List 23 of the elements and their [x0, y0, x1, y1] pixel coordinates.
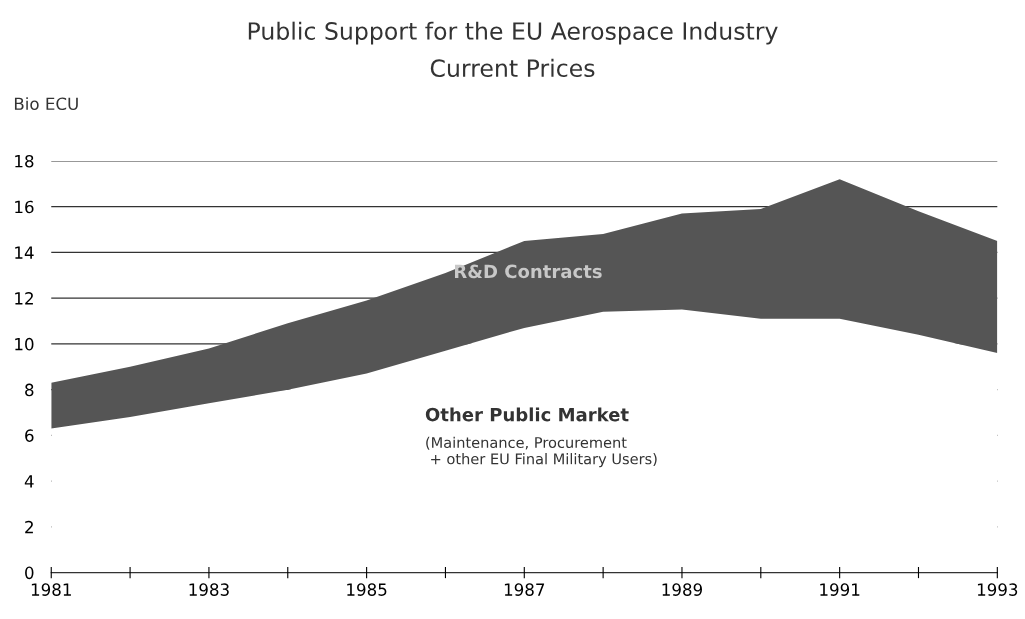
y-tick-label: 16	[15, 200, 34, 214]
x-tick-label: 1989	[662, 583, 702, 596]
x-tick-label: 1987	[504, 583, 545, 596]
series-label: R&D Contracts	[454, 264, 602, 279]
series-label: Other Public Market	[425, 407, 629, 422]
y-axis-title: Bio ECU	[14, 97, 78, 111]
y-tick-label: 0	[25, 566, 34, 580]
x-tick-label: 1985	[347, 583, 387, 596]
y-tick-label: 4	[24, 475, 34, 488]
y-tick-label: 8	[25, 383, 34, 397]
x-tick-label: 1991	[820, 583, 860, 596]
y-tick-label: 14	[15, 246, 34, 259]
y-tick-label: 18	[15, 154, 34, 168]
x-tick-label: 1981	[31, 583, 71, 596]
y-tick-label: 12	[15, 292, 33, 305]
chart-title: Public Support for the EU Aerospace Industry	[248, 21, 778, 45]
y-tick-label: 10	[15, 337, 34, 351]
x-tick-label: 1983	[189, 583, 229, 596]
y-tick-label: 6	[25, 429, 34, 442]
x-tick-label: 1993	[977, 583, 1018, 596]
annotation: (Maintenance, Procurement + other EU Final Military Users)	[426, 436, 657, 468]
chart-subtitle: Current Prices	[430, 58, 595, 78]
y-tick-label: 2	[25, 520, 33, 534]
